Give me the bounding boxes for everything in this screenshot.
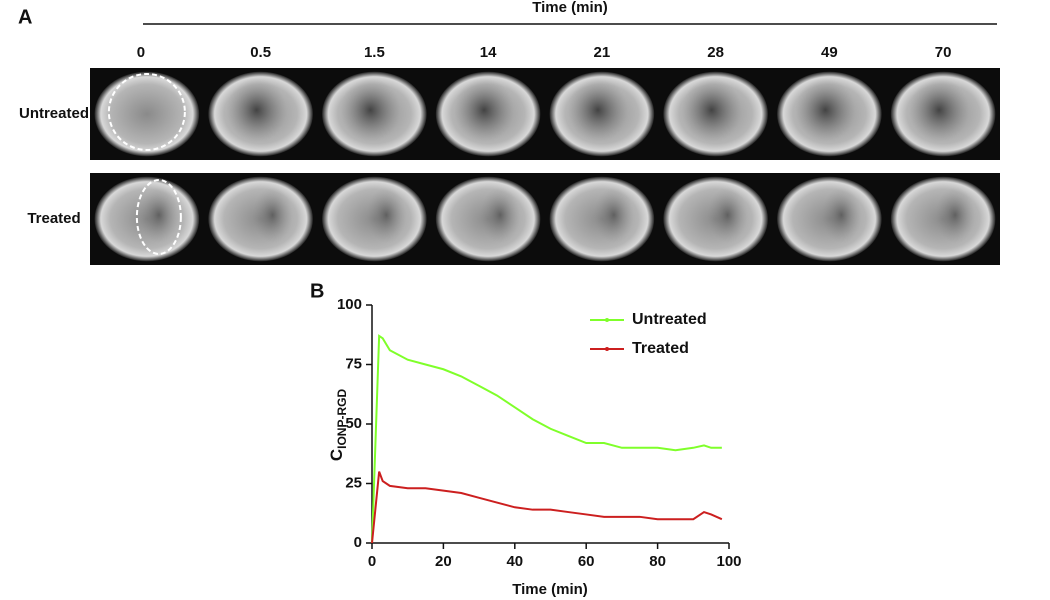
panel-label: A — [18, 6, 32, 28]
lesion — [567, 78, 628, 142]
lesion — [366, 187, 407, 243]
x-axis-label: Time (min) — [512, 581, 588, 598]
y-axis-label: CIONP-RGD — [327, 389, 349, 462]
lesion — [935, 187, 976, 243]
line-chart: 0 25 50 75 100 0 20 40 60 80 100 Untreated Treated — [337, 296, 742, 570]
lesion — [138, 187, 179, 243]
lesion — [480, 187, 521, 243]
y-label-sub: IONP-RGD — [335, 389, 349, 449]
legend-marker — [605, 318, 609, 322]
legend-marker — [605, 347, 609, 351]
row-label: Untreated — [19, 105, 89, 122]
lesion — [593, 187, 634, 243]
lesion — [681, 78, 742, 142]
lesion — [909, 78, 970, 142]
legend-label: Treated — [632, 340, 689, 357]
legend-label: Untreated — [632, 311, 707, 328]
mri-slice — [94, 71, 200, 157]
y-tick-label: 100 — [337, 296, 362, 313]
timepoint-label: 49 — [821, 44, 838, 61]
lesion — [340, 78, 401, 142]
timepoint-label: 0.5 — [250, 44, 271, 61]
timepoint-label: 21 — [594, 44, 611, 61]
axis-title: Time (min) — [532, 0, 608, 16]
timepoint-label: 1.5 — [364, 44, 385, 61]
x-tick-label: 20 — [435, 553, 452, 570]
lesion — [821, 187, 862, 243]
x-tick-label: 60 — [578, 553, 595, 570]
y-label-main: C — [327, 449, 346, 461]
lesion — [252, 187, 293, 243]
image-grid: 0 0.5 1.5 14 21 28 49 70 Untreated Treated — [19, 44, 1000, 265]
y-tick-label: 25 — [345, 474, 362, 491]
y-tick-label: 0 — [354, 534, 362, 551]
x-tick-label: 100 — [716, 553, 741, 570]
row-label: Treated — [27, 210, 80, 227]
timepoint-label: 14 — [480, 44, 497, 61]
lesion — [707, 187, 748, 243]
lesion — [226, 78, 287, 142]
x-tick-label: 0 — [368, 553, 376, 570]
lesion — [795, 78, 856, 142]
x-tick-label: 80 — [649, 553, 666, 570]
panel-label: B — [310, 280, 324, 302]
roi-outline — [107, 73, 186, 151]
data-line — [371, 334, 722, 544]
roi-outline — [135, 179, 182, 255]
x-tick-label: 40 — [506, 553, 523, 570]
timepoint-label: 70 — [935, 44, 952, 61]
y-tick-label: 75 — [345, 355, 362, 372]
timepoint-label: 0 — [137, 44, 145, 61]
lesion — [454, 78, 515, 142]
data-line — [371, 471, 723, 544]
timepoint-label: 28 — [707, 44, 724, 61]
y-tick-label: 50 — [345, 415, 362, 432]
